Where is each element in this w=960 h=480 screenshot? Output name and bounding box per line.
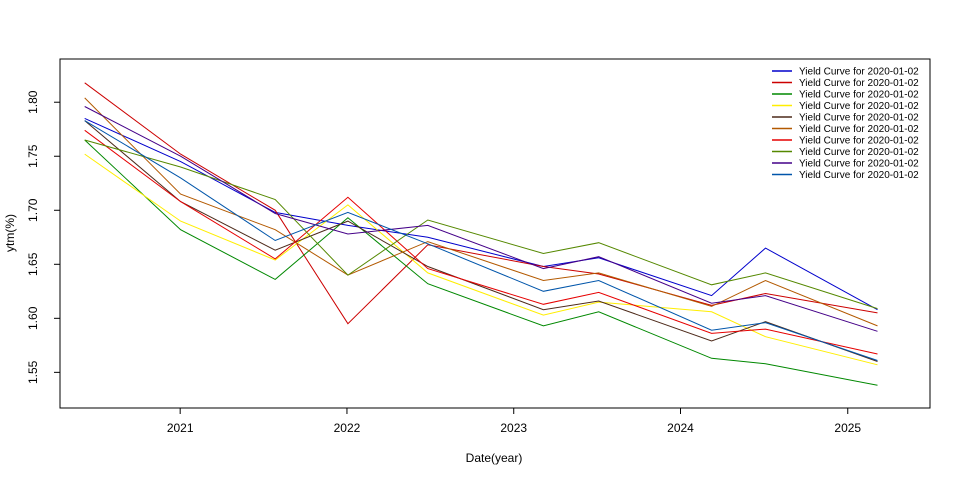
series-line-7	[84, 129, 878, 355]
y-tick-label-4: 1.70	[26, 198, 40, 222]
series-line-3	[84, 139, 878, 386]
series-line-10	[84, 120, 878, 361]
legend-label-9: Yield Curve for 2020-01-02	[799, 159, 919, 170]
x-tick-label-2023: 2023	[500, 421, 527, 435]
y-axis-title: ytm(%)	[3, 214, 17, 252]
legend-label-1: Yield Curve for 2020-01-02	[799, 67, 919, 78]
x-tick-label-2021: 2021	[167, 421, 194, 435]
series-line-4	[84, 153, 878, 366]
y-axis: 1.55 1.60 1.65 1.70 1.75 1.80	[26, 90, 60, 384]
legend-item-5: Yield Curve for 2020-01-02	[772, 113, 919, 124]
series-line-6	[84, 97, 878, 327]
legend-item-7: Yield Curve for 2020-01-02	[772, 136, 919, 147]
legend-item-1: Yield Curve for 2020-01-02	[772, 67, 919, 78]
plot-frame	[59, 58, 931, 409]
series-line-5	[84, 120, 878, 362]
series-line-1	[84, 117, 878, 311]
y-tick-label-2: 1.60	[26, 306, 40, 330]
legend-item-9: Yield Curve for 2020-01-02	[772, 159, 919, 170]
series-line-8	[84, 139, 878, 310]
legend-label-10: Yield Curve for 2020-01-02	[799, 170, 919, 181]
legend-item-3: Yield Curve for 2020-01-02	[772, 90, 919, 101]
legend-label-7: Yield Curve for 2020-01-02	[799, 136, 919, 147]
legend-item-2: Yield Curve for 2020-01-02	[772, 78, 919, 89]
legend-item-10: Yield Curve for 2020-01-02	[772, 170, 919, 181]
legend-label-3: Yield Curve for 2020-01-02	[799, 90, 919, 101]
legend-label-2: Yield Curve for 2020-01-02	[799, 78, 919, 89]
y-tick-label-5: 1.75	[26, 144, 40, 168]
y-tick-label-3: 1.65	[26, 252, 40, 276]
x-tick-label-2022: 2022	[334, 421, 361, 435]
y-tick-label-6: 1.80	[26, 90, 40, 114]
legend-label-5: Yield Curve for 2020-01-02	[799, 113, 919, 124]
legend-label-4: Yield Curve for 2020-01-02	[799, 101, 919, 112]
legend-label-8: Yield Curve for 2020-01-02	[799, 147, 919, 158]
legend-item-6: Yield Curve for 2020-01-02	[772, 124, 919, 135]
series-layer	[84, 82, 878, 386]
legend-item-8: Yield Curve for 2020-01-02	[772, 147, 919, 158]
x-axis-title: Date(year)	[466, 451, 523, 465]
x-tick-label-2025: 2025	[834, 421, 861, 435]
x-tick-label-2024: 2024	[667, 421, 694, 435]
series-line-9	[84, 106, 878, 332]
legend-item-4: Yield Curve for 2020-01-02	[772, 101, 919, 112]
legend-label-6: Yield Curve for 2020-01-02	[799, 124, 919, 135]
y-tick-label-1: 1.55	[26, 360, 40, 384]
x-axis: 2021 2022 2023 2024 2025	[167, 408, 861, 435]
